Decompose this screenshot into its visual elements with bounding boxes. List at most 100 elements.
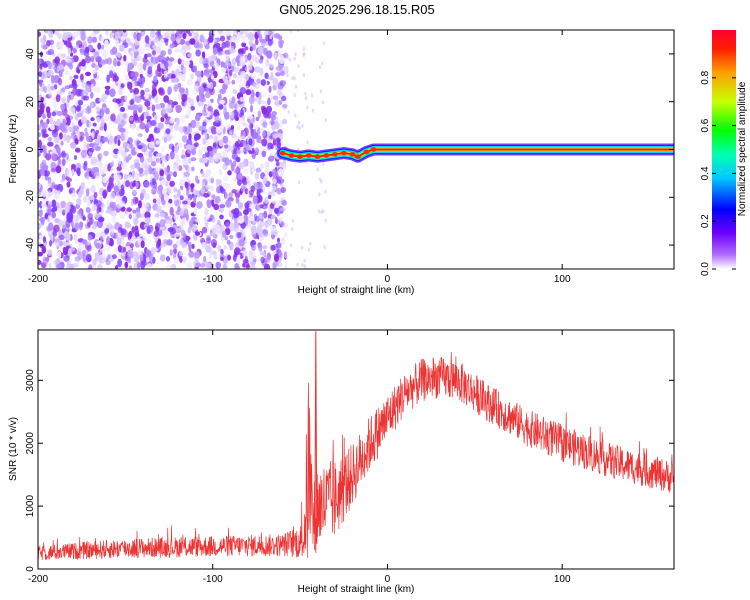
noise-blob [249, 203, 255, 209]
noise-blob [88, 194, 95, 200]
noise-blob [105, 244, 111, 252]
noise-blob [199, 34, 205, 43]
noise-blob [207, 105, 213, 112]
noise-blob [264, 59, 268, 68]
noise-blob [262, 130, 267, 137]
noise-blob [165, 30, 171, 36]
noise-blob [39, 86, 43, 95]
noise-blob [72, 31, 79, 38]
noise-blob [173, 214, 179, 221]
noise-blob [109, 230, 115, 236]
noise-blob [284, 232, 288, 238]
noise-blob [121, 118, 125, 127]
noise-blob [215, 261, 221, 269]
snr-x-label: Height of straight line (km) [298, 584, 415, 595]
noise-blob [107, 254, 111, 260]
noise-blob [48, 92, 53, 98]
noise-blob [242, 122, 247, 127]
noise-blob [78, 221, 83, 231]
noise-blob [217, 30, 223, 34]
noise-blob [291, 218, 295, 223]
noise-blob [85, 207, 91, 213]
noise-blob [211, 250, 217, 255]
noise-blob [278, 133, 284, 140]
noise-blob [94, 64, 99, 71]
noise-blob [147, 263, 152, 268]
noise-blob [236, 149, 241, 155]
noise-blob [227, 170, 232, 176]
noise-blob [209, 151, 214, 158]
noise-blob [322, 162, 325, 166]
noise-blob [159, 192, 163, 199]
noise-blob [59, 90, 64, 95]
noise-blob [298, 126, 301, 131]
noise-blob [117, 258, 122, 268]
noise-blob [66, 134, 70, 144]
noise-blob [238, 202, 243, 210]
noise-blob [161, 59, 165, 65]
noise-blob [128, 143, 133, 149]
noise-blob [99, 153, 103, 159]
noise-blob [258, 58, 263, 64]
noise-blob [130, 164, 135, 170]
noise-blob [47, 207, 52, 216]
noise-blob [212, 242, 217, 249]
noise-blob [66, 214, 73, 223]
noise-blob [221, 182, 228, 188]
noise-blob [57, 77, 63, 86]
noise-blob [321, 61, 324, 66]
noise-blob [94, 171, 101, 179]
signal-hotspot [279, 150, 286, 156]
noise-blob [263, 263, 271, 269]
noise-blob [102, 176, 108, 184]
noise-blob [272, 178, 277, 185]
noise-blob [62, 118, 67, 126]
noise-blob [167, 48, 172, 55]
noise-blob [240, 185, 246, 192]
noise-blob [203, 63, 209, 69]
noise-blob [99, 59, 106, 65]
noise-blob [82, 108, 87, 113]
noise-blob [317, 209, 321, 214]
noise-blob [46, 118, 50, 125]
noise-blob [254, 84, 260, 89]
noise-blob [97, 42, 102, 50]
noise-blob [164, 38, 169, 46]
noise-blob [130, 235, 137, 243]
noise-blob [151, 104, 156, 112]
noise-blob [100, 36, 105, 43]
noise-blob [116, 195, 121, 202]
noise-blob [83, 141, 87, 150]
noise-blob [302, 53, 305, 57]
noise-blob [187, 241, 192, 249]
noise-blob [138, 200, 142, 209]
noise-blob [273, 33, 281, 39]
noise-blob [169, 117, 175, 124]
noise-blob [169, 227, 176, 235]
noise-blob [190, 73, 194, 80]
noise-blob [180, 229, 186, 237]
noise-blob [248, 216, 255, 221]
noise-blob [231, 57, 237, 66]
noise-blob [237, 232, 242, 239]
noise-blob [85, 71, 91, 77]
snr-y-label: SNR (10 * v/v) [8, 417, 19, 481]
noise-blob [193, 135, 198, 142]
noise-blob [170, 33, 176, 42]
noise-blob [46, 110, 52, 119]
noise-blob [245, 31, 248, 38]
noise-blob [136, 126, 141, 132]
noise-blob [270, 230, 276, 236]
noise-blob [143, 43, 150, 51]
noise-blob [75, 105, 81, 112]
noise-blob [195, 231, 201, 236]
noise-blob [232, 253, 237, 262]
noise-blob [194, 251, 201, 259]
noise-blob [256, 30, 261, 36]
noise-blob [162, 199, 166, 205]
noise-blob [75, 44, 79, 50]
noise-blob [247, 53, 252, 61]
noise-blob [163, 193, 169, 202]
noise-blob [219, 214, 224, 220]
noise-blob [174, 154, 180, 160]
